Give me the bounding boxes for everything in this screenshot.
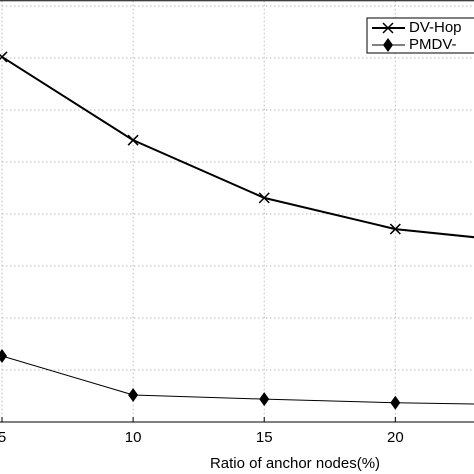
x-tick-label: 15 <box>256 429 273 446</box>
marker <box>0 51 8 63</box>
x-tick-label: 20 <box>387 429 404 446</box>
plot-area <box>0 0 474 423</box>
marker <box>128 387 139 402</box>
marker <box>259 392 270 407</box>
marker <box>127 134 139 146</box>
marker <box>389 223 401 235</box>
x-axis-label: Ratio of anchor nodes(%) <box>210 455 380 472</box>
line <box>1 56 474 239</box>
marker <box>0 348 7 363</box>
x-tick-label: 10 <box>125 429 142 446</box>
marker <box>383 38 393 52</box>
legend-label: PMDV- <box>409 36 457 53</box>
marker <box>258 192 270 204</box>
legend-label: DV-Hop <box>409 19 462 36</box>
marker <box>382 22 394 34</box>
x-tick-label: 5 <box>0 429 6 446</box>
line <box>1 355 474 405</box>
marker <box>390 395 401 410</box>
